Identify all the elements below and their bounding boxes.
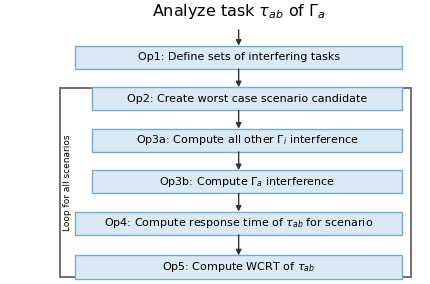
Text: Analyze task $\tau_{ab}$ of $\Gamma_a$: Analyze task $\tau_{ab}$ of $\Gamma_a$ — [152, 2, 326, 21]
Text: Op1: Define sets of interfering tasks: Op1: Define sets of interfering tasks — [138, 52, 340, 62]
Text: Op3b: Compute $\Gamma_a$ interference: Op3b: Compute $\Gamma_a$ interference — [159, 175, 335, 189]
FancyBboxPatch shape — [92, 87, 402, 110]
FancyBboxPatch shape — [75, 212, 402, 235]
Text: Loop for all scenarios: Loop for all scenarios — [63, 134, 72, 231]
Text: Op5: Compute WCRT of $\tau_{ab}$: Op5: Compute WCRT of $\tau_{ab}$ — [162, 260, 315, 274]
Text: Op4: Compute response time of $\tau_{ab}$ for scenario: Op4: Compute response time of $\tau_{ab}… — [104, 216, 373, 230]
FancyBboxPatch shape — [92, 170, 402, 193]
FancyBboxPatch shape — [75, 255, 402, 279]
Text: Op3a: Compute all other $\Gamma_i$ interference: Op3a: Compute all other $\Gamma_i$ inter… — [136, 133, 359, 147]
FancyBboxPatch shape — [75, 46, 402, 69]
Text: Op2: Create worst case scenario candidate: Op2: Create worst case scenario candidat… — [127, 94, 367, 104]
FancyBboxPatch shape — [92, 129, 402, 152]
